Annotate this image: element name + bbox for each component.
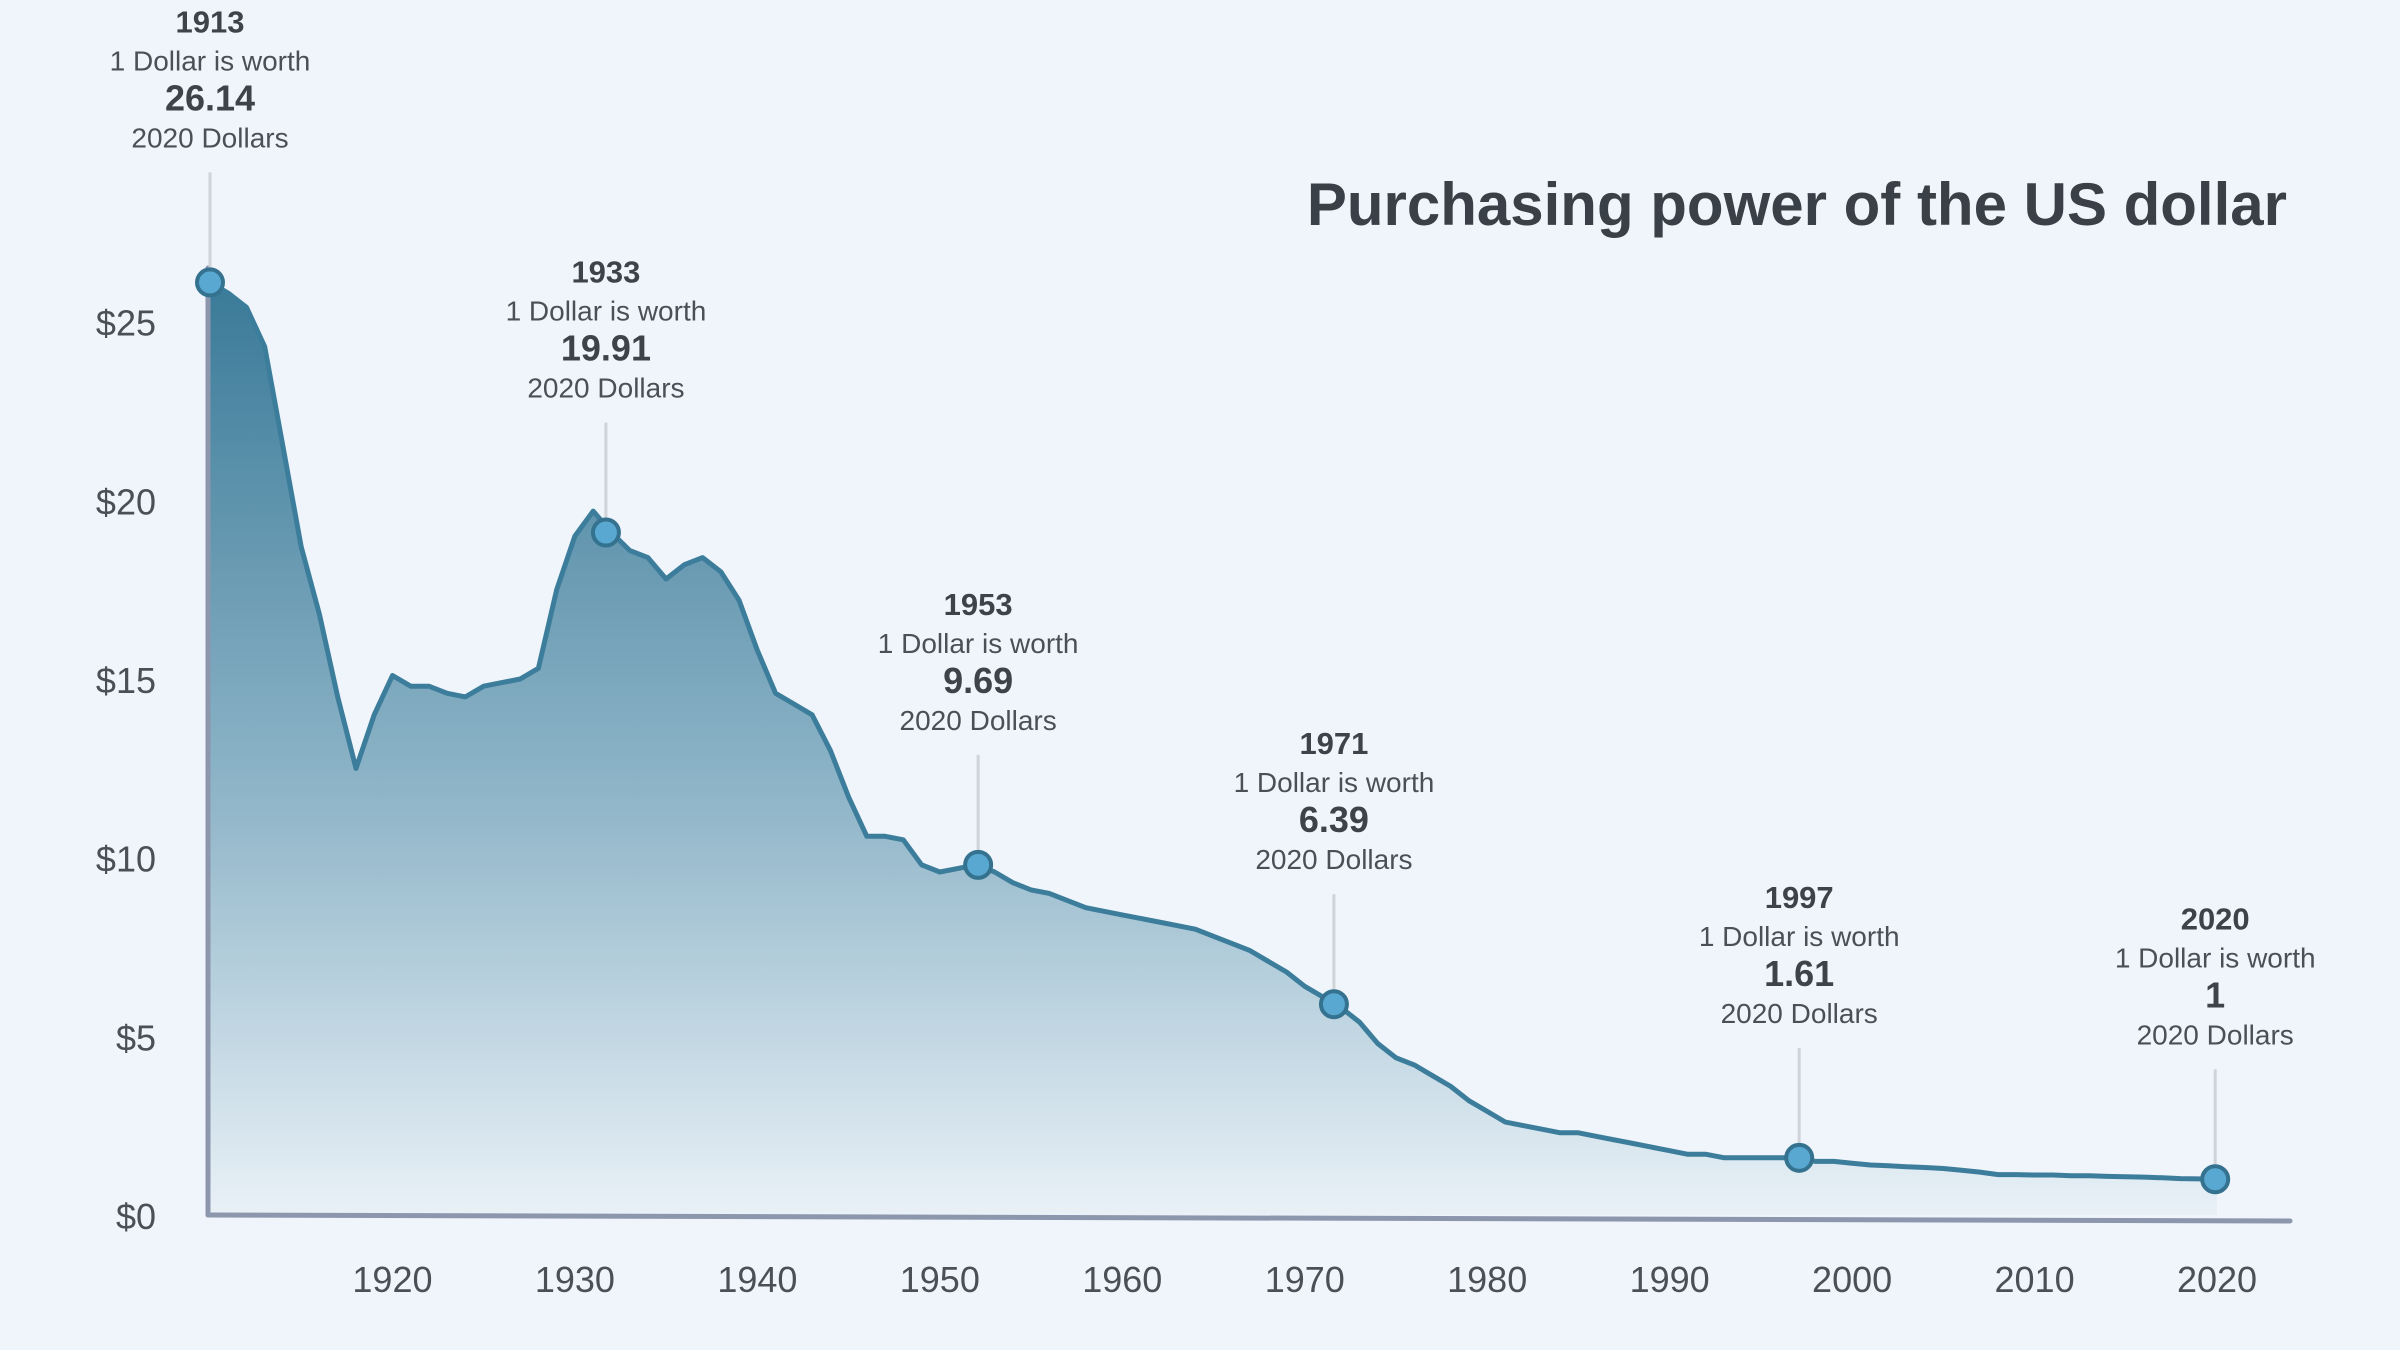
- y-axis-ticks: $0 $5 $10 $15 $20 $25: [96, 303, 156, 1237]
- x-tick-label: 2010: [1995, 1259, 2075, 1300]
- annotation-unit: 2020 Dollars: [1255, 844, 1412, 875]
- x-tick-label: 1970: [1265, 1259, 1345, 1300]
- data-point-marker: [1784, 1142, 1815, 1173]
- annotation-unit: 2020 Dollars: [2137, 1019, 2294, 1050]
- annotation-unit: 2020 Dollars: [527, 373, 684, 404]
- x-tick-label: 1980: [1447, 1259, 1527, 1300]
- y-tick-label: $20: [96, 481, 156, 522]
- annotation-value: 19.91: [561, 328, 651, 369]
- annotation-value: 6.39: [1299, 799, 1369, 840]
- y-tick-label: $15: [96, 660, 156, 701]
- annotation-year: 1997: [1765, 880, 1834, 915]
- annotation-year: 1971: [1299, 726, 1368, 761]
- x-tick-label: 1960: [1082, 1259, 1162, 1300]
- data-point-marker: [1318, 989, 1349, 1020]
- x-tick-label: 1950: [900, 1259, 980, 1300]
- data-point-marker: [2200, 1164, 2231, 1195]
- x-axis-ticks: 1920 1930 1940 1950 1960 1970 1980 1990 2000 2010…: [352, 1259, 2257, 1300]
- y-tick-label: $0: [116, 1196, 156, 1237]
- area-fill: [210, 282, 2218, 1215]
- area-layer: [208, 280, 2218, 1215]
- annotation-year: 1933: [571, 255, 640, 290]
- annotation-caption: 1 Dollar is worth: [506, 296, 707, 327]
- annotation-year: 1953: [944, 587, 1013, 622]
- annotation-value: 1.61: [1764, 953, 1834, 994]
- x-tick-label: 1920: [352, 1259, 432, 1300]
- y-tick-label: $5: [116, 1017, 156, 1058]
- data-point-marker: [963, 849, 994, 880]
- y-tick-label: $10: [96, 839, 156, 880]
- x-tick-label: 1930: [535, 1259, 615, 1300]
- x-tick-label: 1990: [1630, 1259, 1710, 1300]
- data-point-marker: [195, 267, 225, 298]
- x-tick-label: 2000: [1812, 1259, 1892, 1300]
- x-axis-line: [205, 1212, 2293, 1224]
- annotation-year: 1913: [176, 4, 245, 39]
- series-line: [208, 280, 2218, 1182]
- annotation-caption: 1 Dollar is worth: [1234, 767, 1435, 798]
- annotation-unit: 2020 Dollars: [1721, 998, 1878, 1029]
- x-tick-label: 2020: [2177, 1259, 2257, 1300]
- annotation-caption: 1 Dollar is worth: [878, 628, 1079, 659]
- annotation-unit: 2020 Dollars: [131, 122, 288, 153]
- annotation-caption: 1 Dollar is worth: [110, 45, 311, 76]
- annotation-value: 9.69: [943, 660, 1013, 701]
- axes: [205, 265, 2293, 1224]
- y-tick-label: $25: [96, 303, 156, 344]
- annotation-unit: 2020 Dollars: [900, 705, 1057, 736]
- annotation-year: 2020: [2181, 901, 2250, 936]
- annotation-caption: 1 Dollar is worth: [2115, 942, 2316, 973]
- chart-title: Purchasing power of the US dollar: [1307, 171, 2287, 238]
- annotation-value: 26.14: [165, 77, 255, 118]
- x-tick-label: 1940: [717, 1259, 797, 1300]
- annotation-caption: 1 Dollar is worth: [1699, 921, 1900, 952]
- annotation-value: 1: [2205, 974, 2225, 1015]
- data-point-marker: [590, 517, 621, 548]
